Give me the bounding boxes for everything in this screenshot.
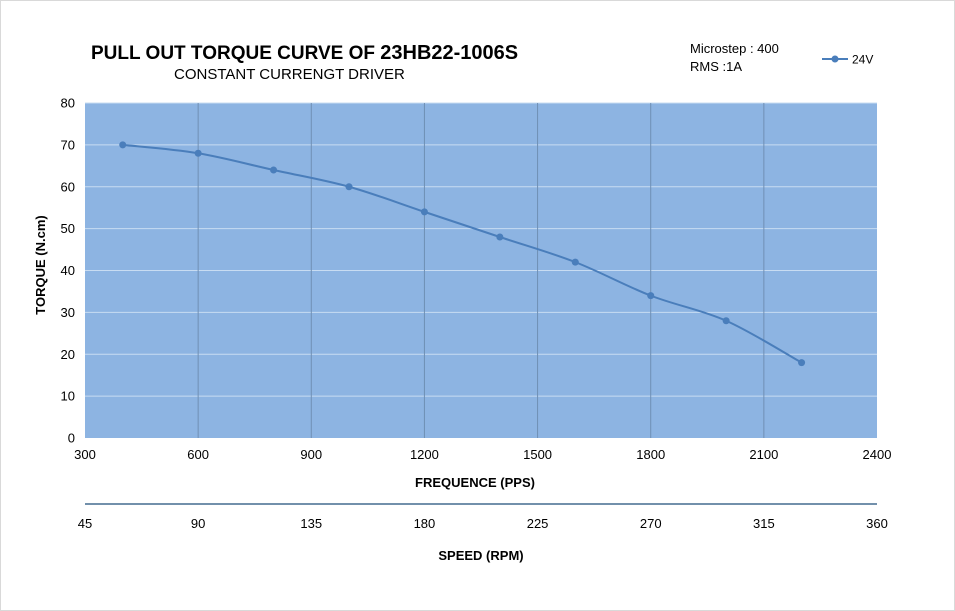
x-tick-label: 1500 [523,447,552,462]
x-tick-label: 1200 [410,447,439,462]
secondary-x-axis-title: SPEED (RPM) [438,548,523,563]
secondary-x-tick-label: 270 [640,516,662,531]
rms-note: RMS :1A [690,59,743,74]
data-point [194,149,202,157]
microstep-note: Microstep : 400 [690,41,779,56]
y-tick-label: 80 [61,96,75,111]
legend-marker [831,55,839,63]
secondary-x-tick-label: 90 [191,516,205,531]
secondary-x-tick-label: 180 [414,516,436,531]
y-tick-label: 0 [68,431,75,446]
y-tick-label: 30 [61,305,75,320]
x-tick-label: 2100 [749,447,778,462]
data-point [571,258,579,266]
y-axis-title: TORQUE (N.cm) [33,215,48,314]
secondary-x-tick-label: 45 [78,516,92,531]
secondary-x-tick-label: 315 [753,516,775,531]
x-tick-label: 600 [187,447,209,462]
series-line-24V [122,143,803,364]
data-point [270,166,278,174]
secondary-x-tick-label: 225 [527,516,549,531]
chart-title-text: PULL OUT TORQUE CURVE OF [91,43,375,64]
y-tick-label: 50 [61,221,75,236]
secondary-x-tick-label: 135 [300,516,322,531]
secondary-x-tick-label: 360 [866,516,888,531]
chart-title: PULL OUT TORQUE CURVE OF 23HB22-1006S [91,42,518,65]
legend-label: 24V [852,53,873,67]
data-point [345,183,353,191]
x-tick-label: 900 [300,447,322,462]
y-tick-label: 40 [61,263,75,278]
chart-title-model: 23HB22-1006S [380,42,519,64]
data-point [798,359,806,367]
chart-subtitle: CONSTANT CURRENGT DRIVER [174,66,405,83]
data-point [647,292,655,300]
x-axis-title: FREQUENCE (PPS) [415,475,535,490]
data-point [496,233,504,241]
y-tick-label: 60 [61,179,75,194]
data-point [722,317,730,325]
x-tick-label: 1800 [636,447,665,462]
y-tick-label: 10 [61,389,75,404]
x-tick-label: 2400 [863,447,892,462]
data-point [420,208,428,216]
data-point [119,141,127,149]
y-tick-label: 70 [61,137,75,152]
y-tick-label: 20 [61,347,75,362]
x-tick-label: 300 [74,447,96,462]
